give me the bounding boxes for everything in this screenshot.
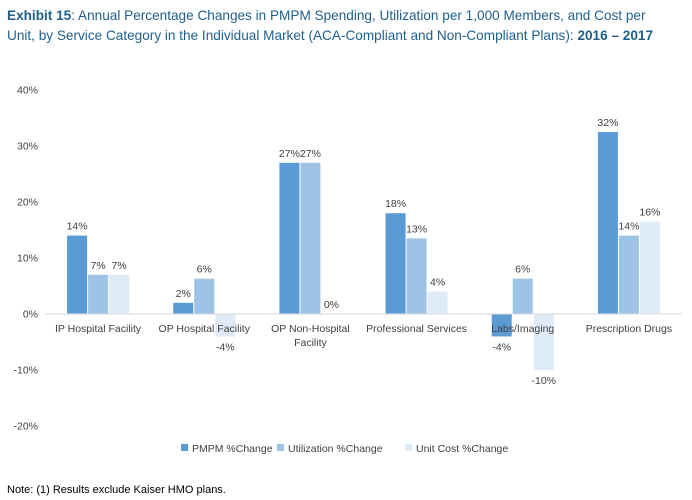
bar [639, 221, 660, 314]
category-label: OP Non-Hospital [271, 323, 350, 335]
data-label: 18% [385, 198, 406, 210]
bar [491, 314, 512, 337]
title-years: 2016 – 2017 [577, 28, 654, 43]
legend-swatch [277, 444, 284, 451]
bar [385, 213, 406, 314]
data-label: -10% [531, 375, 556, 387]
category-label: IP Hospital Facility [55, 323, 142, 335]
title-separator: : [71, 8, 79, 23]
legend-label: Utilization %Change [288, 443, 383, 455]
data-label: 2% [176, 288, 191, 300]
y-tick-label: -10% [13, 365, 38, 377]
bar [194, 278, 215, 314]
category-label: Prescription Drugs [586, 323, 672, 335]
exhibit-number: Exhibit 15 [7, 8, 72, 23]
legend-swatch [181, 444, 188, 451]
bar [279, 162, 300, 314]
bar [512, 278, 533, 314]
bar [173, 302, 194, 314]
category-label: OP Hospital Facility [159, 323, 251, 335]
data-label: 14% [67, 221, 88, 233]
data-label: 13% [406, 223, 427, 235]
y-tick-label: 10% [17, 253, 38, 265]
footnote: Note: (1) Results exclude Kaiser HMO pla… [7, 484, 226, 496]
data-label: 7% [90, 260, 105, 272]
bar [67, 235, 88, 314]
category-label: Professional Services [366, 323, 467, 335]
bar [300, 162, 321, 314]
legend-label: Unit Cost %Change [416, 443, 508, 455]
bar [427, 291, 448, 314]
bar [88, 274, 109, 314]
bar [618, 235, 639, 314]
bar [109, 274, 130, 314]
data-label: 7% [111, 260, 126, 272]
category-label: Labs/Imaging [491, 323, 554, 335]
y-tick-label: -20% [13, 421, 38, 433]
bar [597, 132, 618, 314]
y-tick-label: 30% [17, 141, 38, 153]
y-tick-label: 20% [17, 197, 38, 209]
category-label: Facility [294, 337, 327, 349]
data-label: 4% [430, 277, 445, 289]
data-label: 6% [197, 264, 212, 276]
data-label: 14% [618, 221, 639, 233]
bar [533, 314, 554, 370]
bar [215, 314, 236, 337]
legend-swatch [405, 444, 412, 451]
y-tick-label: 40% [17, 85, 38, 97]
y-tick-label: 0% [23, 309, 38, 321]
title-text: Annual Percentage Changes in PMPM Spendi… [7, 8, 646, 43]
legend-label: PMPM %Change [192, 443, 273, 455]
data-label: 16% [639, 207, 660, 219]
data-label: -4% [216, 341, 235, 353]
data-label: 27% [300, 148, 321, 160]
data-label: 0% [324, 299, 339, 311]
data-label: 6% [515, 264, 530, 276]
bar [406, 238, 427, 314]
chart-title: Exhibit 15: Annual Percentage Changes in… [7, 6, 667, 46]
data-label: 27% [279, 148, 300, 160]
bar-chart: 40% 30% 20% 10% 0% -10% -20% 14% 2% 27% 18% -4% 32% 7… [13, 85, 682, 455]
data-label: -4% [492, 341, 511, 353]
data-label: 32% [597, 117, 618, 129]
